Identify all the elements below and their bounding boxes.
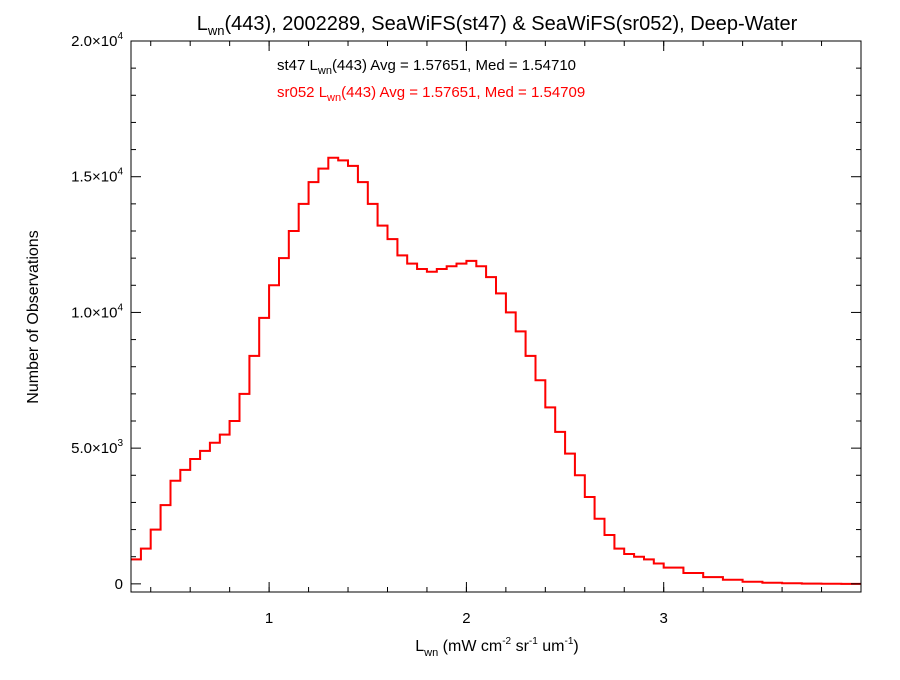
annotation-1: sr052 Lwn(443) Avg = 1.57651, Med = 1.54… <box>277 84 585 104</box>
annotation-0-sub: wn <box>317 65 332 77</box>
x-axis-label-part-3: -2 <box>502 636 511 647</box>
annotation-0: st47 Lwn(443) Avg = 1.57651, Med = 1.547… <box>277 57 576 77</box>
y-tick-label-3: 1.5×104 <box>71 167 123 186</box>
x-axis-label: Lwn (mW cm-2 sr-1 um-1) <box>415 636 578 659</box>
chart-title-pre: L <box>197 13 208 35</box>
x-tick-label-1: 2 <box>462 610 470 627</box>
x-axis-label-part-8: ) <box>573 638 578 655</box>
chart-title-post: (443), 2002289, SeaWiFS(st47) & SeaWiFS(… <box>224 13 797 35</box>
y-tick-label-base-1: 5.0×10 <box>71 440 117 457</box>
x-tick-label-0: 1 <box>265 610 273 627</box>
annotation-1-sub: wn <box>326 92 341 104</box>
annotation-1-post: (443) Avg = 1.57651, Med = 1.54709 <box>341 84 585 101</box>
x-axis-label-part-1: wn <box>423 647 438 659</box>
y-tick-label-1: 5.0×103 <box>71 438 123 457</box>
y-tick-label-4: 2.0×104 <box>71 31 123 50</box>
x-axis-label-part-4: sr <box>511 638 529 655</box>
chart-title-sub: wn <box>207 23 225 38</box>
annotations: st47 Lwn(443) Avg = 1.57651, Med = 1.547… <box>277 57 585 104</box>
series-line-sr052 <box>131 156 861 585</box>
x-axis-label-part-2: (mW cm <box>438 638 502 655</box>
y-tick-label-0: 0 <box>115 576 123 593</box>
y-tick-label-exp-1: 3 <box>117 438 123 449</box>
y-tick-label-base-4: 2.0×10 <box>71 33 117 50</box>
y-tick-label-base-2: 1.0×10 <box>71 304 117 321</box>
x-tick-label-2: 3 <box>660 610 668 627</box>
y-axis-label: Number of Observations <box>25 230 42 403</box>
annotation-0-post: (443) Avg = 1.57651, Med = 1.54710 <box>332 57 576 74</box>
y-tick-label-base-0: 0 <box>115 576 123 593</box>
plot-frame <box>130 40 862 593</box>
x-axis-label-part-6: um <box>538 638 565 655</box>
x-axis-label-part-5: -1 <box>529 636 538 647</box>
y-tick-label-base-3: 1.5×10 <box>71 169 117 186</box>
series-layer <box>131 156 861 585</box>
y-tick-label-exp-3: 4 <box>117 167 123 178</box>
y-tick-label-exp-2: 4 <box>117 302 123 313</box>
chart-title: Lwn(443), 2002289, SeaWiFS(st47) & SeaWi… <box>197 13 798 38</box>
x-axis-label-part-0: L <box>415 638 424 655</box>
annotation-1-pre: sr052 L <box>277 84 327 101</box>
x-axis-label-part-7: -1 <box>564 636 573 647</box>
annotation-0-pre: st47 L <box>277 57 318 74</box>
y-tick-label-2: 1.0×104 <box>71 302 123 321</box>
y-tick-label-exp-4: 4 <box>117 31 123 42</box>
